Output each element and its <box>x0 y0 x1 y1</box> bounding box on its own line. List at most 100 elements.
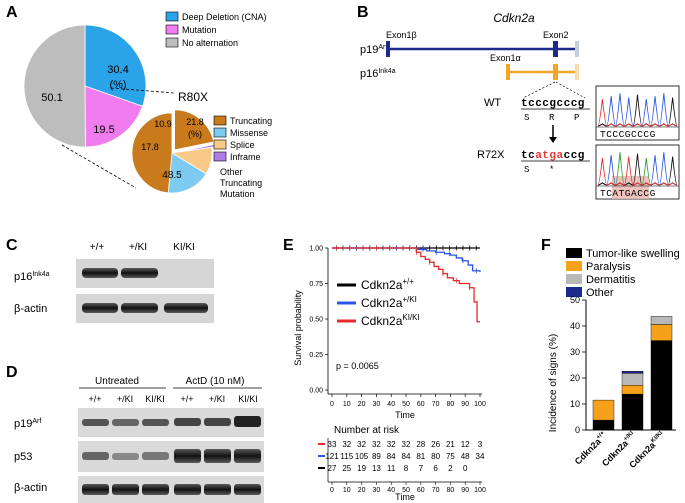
risk-cell-1-3: 89 <box>372 452 381 461</box>
p19-exon3 <box>575 41 579 57</box>
e-legend-het-sup: +/KI <box>402 295 416 304</box>
d-band-actin-3 <box>142 484 169 495</box>
chrom-mut-part1: TC <box>600 188 612 199</box>
c-lane-2: +/KI <box>129 242 147 253</box>
d-row-p19-main: p19 <box>14 418 32 430</box>
f-legend-swatch-2 <box>566 274 582 284</box>
f-ytick-label-4: 40 <box>570 321 580 331</box>
f-bar-0-1 <box>592 399 615 421</box>
c-band-actin-2 <box>121 303 158 313</box>
sub-pie-label-unit: (%) <box>188 129 202 139</box>
e-legend-het-main: Cdkn2a <box>361 296 403 310</box>
risk-cell-1-0: 121 <box>325 452 339 461</box>
panel-a: 30.4 (%) 19.5 50.1 Deep Deletion (CNA) M… <box>23 11 272 199</box>
e-legend-label-het: Cdkn2a+/KI <box>361 295 417 310</box>
p19-exon2 <box>553 41 558 57</box>
chromatogram-wt-traces <box>597 93 678 127</box>
mut-aa-stop: * <box>549 165 554 175</box>
risk-cell-1-4: 84 <box>387 452 396 461</box>
risk-cell-0-9: 12 <box>461 440 470 449</box>
f-ylabel: Incidence of signs (%) <box>548 334 559 432</box>
f-ytick-label-2: 20 <box>570 373 580 383</box>
chrom-wt-trace-T <box>597 98 678 127</box>
f-category-sup-1: +/KI <box>623 430 635 442</box>
c-band-actin-1 <box>82 303 118 313</box>
risk-cell-1-1: 115 <box>340 452 353 461</box>
risk-cell-1-6: 81 <box>416 452 425 461</box>
e-xtick-label-5: 50 <box>402 401 410 408</box>
e-xtick-label-4: 40 <box>387 401 395 408</box>
risk-cell-1-7: 80 <box>431 452 440 461</box>
risk-cell-2-6: 7 <box>419 464 424 473</box>
e-xtick-label-10: 100 <box>474 401 486 408</box>
panel-label-e: E <box>283 237 294 254</box>
e-xtick-label-3: 30 <box>373 401 381 408</box>
risk-xtick-label-0: 0 <box>330 487 334 494</box>
mut-sequence: tcatgaccg <box>521 150 585 162</box>
d-band-p19-4 <box>174 418 201 426</box>
c-band-p16-1 <box>82 268 118 278</box>
chrom-mut-trace-T <box>597 156 678 186</box>
other-truncating-label-1: Other <box>220 167 243 177</box>
sub-legend-swatch-splice <box>213 139 227 150</box>
risk-cell-0-6: 28 <box>416 440 425 449</box>
main-pie-slice-0 <box>84 24 147 107</box>
sub-pie-label-other: 48.5 <box>162 170 182 181</box>
f-legend: Tumor-like swellingParalysisDermatitisOt… <box>566 248 680 299</box>
e-ytick-label-2: 0.50 <box>309 317 323 324</box>
e-legend-ki-main: Cdkn2a <box>361 314 403 328</box>
panel-f: Incidence of signs (%) Tumor-like swelli… <box>548 248 680 470</box>
sub-legend-label-truncating: Truncating <box>230 116 272 126</box>
gene-name: Cdkn2a <box>493 11 535 25</box>
risk-cell-1-10: 34 <box>476 452 485 461</box>
risk-xtick-label-1: 10 <box>343 487 351 494</box>
f-bar-1-1 <box>621 385 644 395</box>
risk-cell-0-5: 32 <box>402 440 411 449</box>
d-lane-6: KI/KI <box>238 394 258 404</box>
d-band-p19-3 <box>142 419 169 426</box>
f-legend-swatch-0 <box>566 248 582 258</box>
risk-xtick-label-10: 100 <box>474 487 486 494</box>
risk-xtick-label-4: 40 <box>387 487 395 494</box>
d-lane-5: +/KI <box>209 394 225 404</box>
risk-cell-2-4: 11 <box>387 464 396 473</box>
e-curve-het <box>332 247 481 273</box>
mut-aa-s: S <box>524 165 529 175</box>
wt-label: WT <box>484 97 501 109</box>
d-lane-1: +/+ <box>88 394 101 404</box>
d-band-p53-6 <box>234 449 261 463</box>
risk-xtick-label-3: 30 <box>373 487 381 494</box>
risk-xtick-label-7: 70 <box>432 487 440 494</box>
e-pvalue: p = 0.0065 <box>336 361 379 371</box>
e-xtick-label-1: 10 <box>343 401 351 408</box>
risk-xtick-label-5: 50 <box>402 487 410 494</box>
e-legend-label-ki: Cdkn2aKI/KI <box>361 313 420 328</box>
p16-transcript-label: p16Ink4a <box>360 68 396 80</box>
mut-seq-part2: atga <box>535 150 563 162</box>
d-band-p19-1 <box>82 419 109 426</box>
chrom-mut-part2: ATGA <box>612 188 637 199</box>
e-ylabel: Survival probability <box>293 290 303 366</box>
risk-cell-0-0: 33 <box>328 440 337 449</box>
risk-xtick-label-2: 20 <box>358 487 366 494</box>
e-legend-ki-sup: KI/KI <box>402 313 419 322</box>
legend-label-noalt: No alternation <box>182 38 238 48</box>
main-pie-label-mutation: 19.5 <box>93 124 114 136</box>
f-legend-label-2: Dermatitis <box>586 274 636 286</box>
exon1a-label: Exon1α <box>490 53 521 63</box>
panel-d: Untreated ActD (10 nM) +/+ +/KI KI/KI +/… <box>14 376 264 503</box>
panel-b: Cdkn2a Exon1β Exon2 Exon1α p19Arf p16Ink… <box>360 11 680 200</box>
mut-seq-part3: ccg <box>564 150 585 162</box>
c-band-actin-3 <box>164 303 208 313</box>
risk-cell-1-9: 48 <box>461 452 470 461</box>
c-row-label-p16: p16Ink4a <box>14 271 50 283</box>
risk-cell-0-7: 26 <box>431 440 440 449</box>
f-category-sup-2: KI/KI <box>650 430 664 444</box>
d-band-p53-4 <box>174 449 201 463</box>
f-bar-0-0 <box>592 419 615 431</box>
risk-cell-0-3: 32 <box>372 440 381 449</box>
main-pie-slice-1 <box>84 85 144 148</box>
d-row-p19-sup: Arf <box>32 418 41 425</box>
d-band-actin-5 <box>204 484 231 495</box>
c-row-label-actin: β-actin <box>14 303 47 315</box>
